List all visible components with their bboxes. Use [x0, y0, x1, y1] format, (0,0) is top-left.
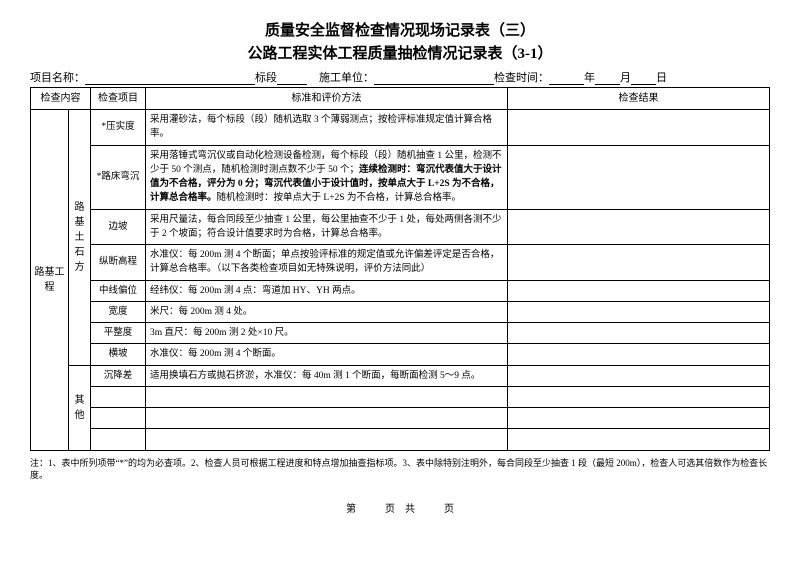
year-blank [549, 73, 584, 85]
cell-result [508, 209, 770, 245]
cell-result [508, 280, 770, 301]
cell-item: 边坡 [91, 209, 146, 245]
cell-method [146, 429, 508, 450]
cell-result [508, 145, 770, 209]
table-row: 边坡 采用尺量法，每合同段至少抽查 1 公里，每公里抽查不少于 1 处，每处两侧… [31, 209, 770, 245]
table-row [31, 408, 770, 429]
cell-method: 3m 直尺：每 200m 测 2 处×10 尺。 [146, 323, 508, 344]
table-header-row: 检查内容 检查项目 标准和评价方法 检查结果 [31, 88, 770, 110]
table-row [31, 386, 770, 407]
group-main: 路基工程 [31, 110, 69, 451]
cell-item: *压实度 [91, 110, 146, 146]
cell-method: 采用尺量法，每合同段至少抽查 1 公里，每公里抽查不少于 1 处，每处两侧各测不… [146, 209, 508, 245]
form-header-line: 项目名称： 标段 施工单位： 检查时间： 年 月 日 [30, 69, 770, 85]
table-row: 路基工程 路基土石方 *压实度 采用灌砂法，每个标段（段）随机选取 3 个薄弱测… [31, 110, 770, 146]
cell-method: 适用换填石方或抛石挤淤，水准仪：每 40m 测 1 个断面，每断面检测 5～9 … [146, 365, 508, 386]
title-line-2: 公路工程实体工程质量抽检情况记录表（3-1） [30, 43, 770, 66]
table-row: *路床弯沉 采用落锤式弯沉仪或自动化检测设备检测，每个标段（段）随机抽查 1 公… [31, 145, 770, 209]
unit-label: 施工单位： [319, 69, 374, 85]
th-content: 检查内容 [31, 88, 91, 110]
cell-result [508, 408, 770, 429]
cell-result [508, 365, 770, 386]
table-row [31, 429, 770, 450]
cell-item: *路床弯沉 [91, 145, 146, 209]
cell-result [508, 429, 770, 450]
section-label: 标段 [255, 69, 277, 85]
cell-item: 中线偏位 [91, 280, 146, 301]
footer-page: 第 [346, 504, 356, 515]
cell-result [508, 386, 770, 407]
cell-item: 横坡 [91, 344, 146, 365]
cell-result [508, 344, 770, 365]
page-footer: 第 页 共 页 [30, 500, 770, 515]
year-label: 年 [584, 69, 595, 85]
month-label: 月 [620, 69, 631, 85]
table-row: 宽度 米尺：每 200m 测 4 处。 [31, 301, 770, 322]
cell-result [508, 323, 770, 344]
footer-page2: 页 [444, 504, 454, 515]
cell-item [91, 408, 146, 429]
th-result: 检查结果 [508, 88, 770, 110]
time-label: 检查时间： [494, 69, 549, 85]
footnote: 注：1、表中所列项带“*”的均为必查项。2、检查人员可根据工程进度和特点增加抽查… [30, 457, 770, 482]
cell-result [508, 301, 770, 322]
day-blank [631, 73, 656, 85]
cell-item: 平整度 [91, 323, 146, 344]
cell-item: 纵断高程 [91, 245, 146, 281]
unit-blank [374, 73, 494, 85]
footer-of: 页 共 [385, 504, 415, 515]
cell-item: 宽度 [91, 301, 146, 322]
group-sub1: 路基土石方 [69, 110, 91, 366]
cell-result [508, 110, 770, 146]
project-blank [85, 73, 255, 85]
cell-method: 采用灌砂法，每个标段（段）随机选取 3 个薄弱测点；按检评标准规定值计算合格率。 [146, 110, 508, 146]
table-row: 中线偏位 经纬仪：每 200m 测 4 点：弯道加 HY、YH 两点。 [31, 280, 770, 301]
th-method: 标准和评价方法 [146, 88, 508, 110]
cell-method [146, 408, 508, 429]
month-blank [595, 73, 620, 85]
title-line-1: 质量安全监督检查情况现场记录表（三） [30, 20, 770, 43]
cell-method [146, 386, 508, 407]
table-row: 平整度 3m 直尺：每 200m 测 2 处×10 尺。 [31, 323, 770, 344]
cell-item: 沉降差 [91, 365, 146, 386]
th-item: 检查项目 [91, 88, 146, 110]
section-blank [277, 73, 307, 85]
group-sub2: 其他 [69, 365, 91, 450]
project-label: 项目名称： [30, 69, 85, 85]
table-row: 纵断高程 水准仪：每 200m 测 4 个断面；单点按验评标准的规定值或允许偏差… [31, 245, 770, 281]
cell-method: 水准仪：每 200m 测 4 个断面。 [146, 344, 508, 365]
cell-item [91, 386, 146, 407]
inspection-table: 检查内容 检查项目 标准和评价方法 检查结果 路基工程 路基土石方 *压实度 采… [30, 87, 770, 451]
cell-method: 米尺：每 200m 测 4 处。 [146, 301, 508, 322]
table-row: 横坡 水准仪：每 200m 测 4 个断面。 [31, 344, 770, 365]
cell-result [508, 245, 770, 281]
day-label: 日 [656, 69, 667, 85]
cell-item [91, 429, 146, 450]
cell-method: 水准仪：每 200m 测 4 个断面；单点按验评标准的规定值或允许偏差评定是否合… [146, 245, 508, 281]
cell-method: 经纬仪：每 200m 测 4 点：弯道加 HY、YH 两点。 [146, 280, 508, 301]
table-row: 其他 沉降差 适用换填石方或抛石挤淤，水准仪：每 40m 测 1 个断面，每断面… [31, 365, 770, 386]
cell-method: 采用落锤式弯沉仪或自动化检测设备检测，每个标段（段）随机抽查 1 公里，检测不少… [146, 145, 508, 209]
